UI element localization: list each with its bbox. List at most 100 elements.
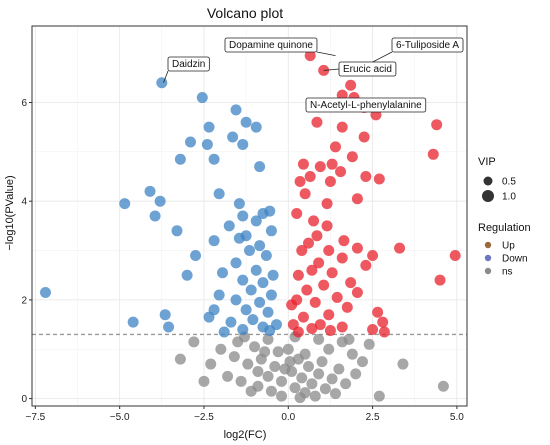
- data-point-down: [250, 121, 262, 133]
- data-point-down: [230, 104, 242, 116]
- chart-title: Volcano plot: [207, 5, 283, 21]
- data-point-up: [326, 158, 338, 170]
- data-point-down: [223, 220, 235, 232]
- data-point-up: [351, 286, 363, 298]
- annotation-box: [167, 56, 210, 72]
- data-point-down: [163, 321, 175, 333]
- data-point-up: [321, 220, 333, 232]
- data-point-up: [336, 321, 348, 333]
- data-point-ns: [228, 351, 240, 363]
- data-point-ns: [235, 375, 247, 387]
- data-point-down: [262, 306, 274, 318]
- data-point-down: [144, 185, 156, 197]
- annotation-label: Daidzin: [172, 59, 205, 70]
- data-point-down: [233, 198, 245, 210]
- data-point-down: [237, 324, 249, 336]
- legend-vip-label: 1.0: [502, 192, 516, 203]
- data-point-up: [336, 252, 348, 264]
- data-point-ns: [262, 370, 274, 382]
- data-point-down: [149, 210, 161, 222]
- data-point-up: [367, 249, 379, 261]
- data-point-up: [341, 301, 353, 313]
- data-point-ns: [350, 368, 362, 380]
- data-point-down: [265, 289, 277, 301]
- legend-vip-label: 0.5: [502, 177, 516, 188]
- data-point-down: [265, 225, 277, 237]
- data-point-down: [196, 92, 208, 104]
- data-point-down: [217, 267, 229, 279]
- legend: VIP 0.5 1.0 Regulation Up Down ns: [478, 156, 531, 278]
- data-point-down: [244, 245, 255, 257]
- data-point-down: [127, 316, 139, 328]
- data-point-down: [190, 249, 202, 261]
- data-point-down: [208, 235, 220, 247]
- data-point-down: [247, 314, 259, 326]
- data-point-up: [297, 158, 309, 170]
- data-point-up: [338, 235, 350, 247]
- data-point-up: [308, 215, 320, 227]
- data-point-ns: [249, 341, 261, 353]
- data-point-down: [250, 215, 262, 227]
- data-point-up: [360, 259, 372, 271]
- data-point-up: [313, 257, 325, 269]
- data-point-ns: [289, 382, 301, 394]
- data-point-ns: [343, 333, 355, 345]
- data-point-up: [324, 175, 336, 187]
- data-point-ns: [222, 370, 234, 382]
- data-point-down: [264, 324, 276, 336]
- legend-vip-title: VIP: [478, 156, 496, 168]
- data-point-ns: [259, 346, 271, 358]
- data-point-up: [323, 309, 335, 321]
- data-point-up: [331, 291, 343, 303]
- data-point-down: [257, 208, 269, 220]
- data-point-up: [297, 311, 309, 323]
- axes: −7.5 −5.0 −2.5 0.0 2.5 5.0 0 2 4 6: [21, 25, 468, 423]
- data-point-down: [240, 116, 252, 128]
- data-point-down: [237, 274, 249, 286]
- y-tick-label: 4: [21, 197, 27, 208]
- data-point-up: [306, 264, 318, 276]
- data-point-ns: [296, 372, 308, 384]
- data-point-down: [119, 198, 131, 210]
- plot-border: [31, 25, 468, 407]
- data-point-ns: [294, 392, 306, 404]
- data-point-ns: [313, 333, 325, 345]
- data-point-down: [203, 121, 215, 133]
- data-point-ns: [242, 358, 254, 370]
- data-point-ns: [309, 390, 321, 402]
- data-point-down: [156, 77, 168, 89]
- data-point-up: [431, 119, 443, 131]
- data-point-ns: [188, 336, 200, 348]
- data-point-ns: [397, 358, 409, 370]
- annotation-label: 6-Tuliposide A: [396, 40, 459, 51]
- annotation-box: [305, 97, 427, 113]
- legend-vip-size-marker: [482, 190, 494, 202]
- plot-area: [32, 26, 467, 406]
- data-point-down: [230, 294, 242, 306]
- legend-regulation-marker: [484, 267, 492, 275]
- x-tick-label: 0.0: [281, 412, 295, 423]
- data-point-ns: [437, 380, 449, 392]
- data-point-down: [213, 289, 225, 301]
- data-point-down: [260, 249, 272, 261]
- data-point-down: [208, 153, 220, 165]
- data-point-ns: [245, 385, 257, 397]
- legend-regulation-title: Regulation: [478, 222, 531, 234]
- data-point-down: [230, 257, 242, 269]
- data-point-up: [434, 274, 446, 286]
- data-point-up: [314, 319, 326, 331]
- data-points: [39, 50, 461, 404]
- data-point-ns: [329, 388, 341, 400]
- data-point-ns: [323, 343, 335, 355]
- data-point-down: [159, 309, 171, 321]
- y-tick-label: 2: [21, 295, 27, 306]
- data-point-up: [394, 242, 406, 254]
- data-point-up: [326, 267, 338, 279]
- data-point-up: [427, 148, 439, 160]
- data-point-ns: [346, 348, 358, 360]
- data-point-ns: [356, 356, 368, 368]
- data-point-down: [267, 269, 279, 281]
- data-point-up: [360, 171, 372, 183]
- data-point-up: [291, 208, 303, 220]
